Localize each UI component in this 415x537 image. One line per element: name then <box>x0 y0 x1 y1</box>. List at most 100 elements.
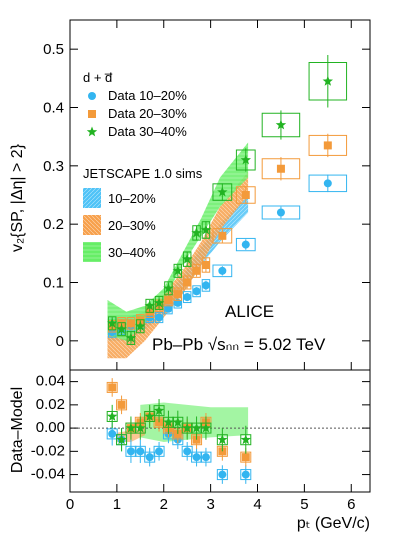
legend-marker-square <box>88 110 96 118</box>
legend-band-label: 30–40% <box>108 245 156 260</box>
syst-box <box>107 316 117 331</box>
x-tick-label: 0 <box>66 496 74 513</box>
data-point-square <box>218 231 227 240</box>
legend-model: 10–20% 20–30% 30–40% <box>83 188 156 262</box>
data-points-top <box>107 55 348 345</box>
data-point-circle <box>155 313 164 322</box>
legend-band-swatch <box>83 188 101 208</box>
data-point-square <box>241 453 250 462</box>
data-point-star <box>182 422 193 433</box>
data-point-circle <box>241 470 250 479</box>
y-tick-label-top: 0.2 <box>43 216 64 233</box>
data-point-star <box>144 300 155 311</box>
data-point-circle <box>155 447 164 456</box>
data-point-circle <box>164 304 173 313</box>
syst-box <box>117 322 126 337</box>
y-tick-label-bottom: 0.00 <box>36 419 65 436</box>
data-point-square <box>126 319 135 328</box>
data-point-square <box>173 290 182 299</box>
y-axis-title-bottom: Data–Model <box>9 387 26 473</box>
data-point-circle <box>241 240 250 249</box>
data-point-circle <box>108 429 117 438</box>
model-legend-title: JETSCAPE 1.0 sims <box>83 166 203 181</box>
data-point-circle <box>126 447 135 456</box>
data-point-circle <box>201 453 210 462</box>
data-point-star <box>116 323 127 334</box>
data-points-bottom <box>106 378 252 484</box>
legend-band-swatch <box>83 215 101 235</box>
syst-box <box>154 295 164 310</box>
x-tick-label: 1 <box>113 496 121 513</box>
data-point-star <box>144 411 155 421</box>
data-point-circle <box>173 298 182 307</box>
axis-ticks: 0 1 2 3 4 5 6 0 0.1 0.2 0.3 0.4 0.5 -0.04 -0.02 0.00 0.0… <box>31 20 370 513</box>
y-tick-label-top: 0 <box>56 333 64 350</box>
syst-box <box>145 298 154 313</box>
data-point-square <box>192 266 201 275</box>
data-point-square <box>108 383 117 392</box>
data-point-star <box>172 416 183 427</box>
data-point-star <box>153 297 165 308</box>
syst-box <box>126 330 136 345</box>
data-point-star <box>125 332 137 343</box>
data-point-square <box>183 278 192 287</box>
data-point-circle <box>201 281 210 290</box>
data-point-star <box>163 416 174 427</box>
x-tick-label: 6 <box>347 496 355 513</box>
x-axis-title: pₜ (GeV/c) <box>297 515 370 532</box>
legend-label: Data 30–40% <box>108 124 187 139</box>
data-point-star <box>135 422 146 433</box>
legend-band-swatch <box>83 242 101 262</box>
data-point-circle <box>136 447 145 456</box>
data-point-star <box>191 422 202 433</box>
y-tick-label-top: 0.4 <box>43 100 64 117</box>
x-tick-label: 3 <box>206 496 214 513</box>
y-tick-label-top: 0.5 <box>43 41 64 58</box>
y-axis-title-top: v₂{SP, |Δη| > 2} <box>9 143 26 252</box>
legend-data: Data 10–20% Data 20–30% Data 30–40% <box>86 88 187 139</box>
y-tick-label-bottom: 0.04 <box>36 373 65 390</box>
syst-box <box>235 237 256 252</box>
data-point-star <box>200 224 212 235</box>
legend-marker-circle <box>88 92 96 100</box>
data-point-star <box>240 154 251 165</box>
y-tick-label-top: 0.1 <box>43 275 64 292</box>
data-point-star <box>322 75 333 86</box>
data-point-star <box>191 227 202 238</box>
syst-box <box>192 225 201 241</box>
data-point-star <box>182 253 193 264</box>
legend-marker-star <box>86 126 98 137</box>
x-tick-label: 5 <box>300 496 308 513</box>
data-point-star <box>153 405 165 416</box>
syst-box <box>182 251 192 267</box>
syst-box <box>136 319 145 334</box>
alice-label: ALICE <box>225 302 274 321</box>
data-point-circle <box>192 453 201 462</box>
data-point-circle <box>183 447 192 456</box>
y-tick-label-top: 0.3 <box>43 158 64 175</box>
data-point-star <box>172 265 183 276</box>
data-point-star <box>107 317 118 328</box>
data-point-star <box>217 186 228 197</box>
data-point-star <box>217 434 228 445</box>
data-point-star <box>275 119 287 130</box>
data-point-star <box>125 422 137 433</box>
system-label: Pb–Pb √sₙₙ = 5.02 TeV <box>152 335 326 354</box>
data-point-square <box>276 164 285 173</box>
y-tick-label-bottom: 0.02 <box>36 396 65 413</box>
syst-box <box>212 228 233 244</box>
data-point-star <box>163 282 174 293</box>
bottom-panel-frame <box>69 369 371 493</box>
data-point-star <box>116 434 127 445</box>
y-tick-label-bottom: -0.04 <box>31 466 65 483</box>
legend-label: Data 20–30% <box>108 106 187 121</box>
data-point-circle <box>192 287 201 296</box>
syst-box <box>261 205 301 220</box>
data-point-circle <box>145 453 154 462</box>
legend-band-label: 20–30% <box>108 218 156 233</box>
syst-box <box>173 263 183 278</box>
legend-band-label: 10–20% <box>108 191 156 206</box>
data-point-circle <box>218 470 227 479</box>
data-point-circle <box>218 266 227 275</box>
data-point-star <box>135 320 146 331</box>
